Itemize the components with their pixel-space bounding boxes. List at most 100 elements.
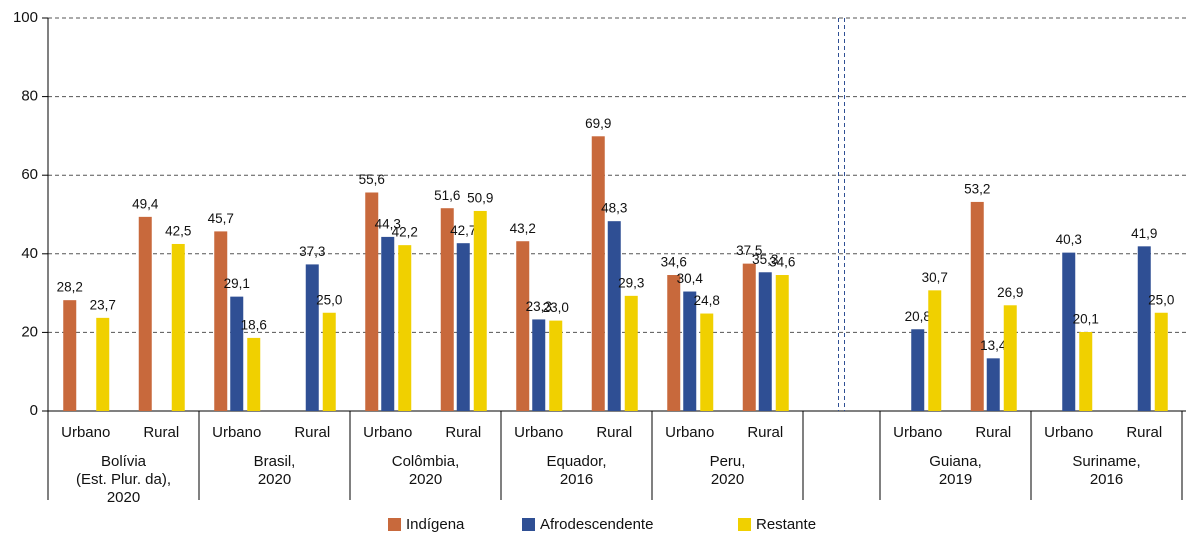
bar — [171, 243, 185, 411]
value-label: 50,9 — [467, 191, 493, 206]
value-label: 23,7 — [90, 297, 116, 312]
group-label: Equador, — [546, 453, 606, 470]
bar — [624, 295, 638, 411]
value-label: 23,0 — [543, 300, 569, 315]
value-label: 37,3 — [299, 244, 325, 259]
bar — [1003, 305, 1017, 411]
bar — [398, 245, 412, 411]
bar — [1062, 252, 1076, 411]
value-label: 29,3 — [618, 275, 644, 290]
y-tick-label: 60 — [21, 166, 38, 183]
group-label: 2020 — [107, 489, 140, 506]
value-label: 41,9 — [1131, 226, 1157, 241]
bar — [440, 208, 454, 411]
value-label: 42,2 — [392, 225, 418, 240]
bar — [986, 358, 1000, 411]
x-tick-label: Urbano — [893, 424, 942, 441]
x-tick-label: Rural — [975, 424, 1011, 441]
y-tick-label: 100 — [13, 9, 38, 26]
bar — [473, 210, 487, 411]
bar — [700, 313, 714, 411]
value-label: 29,1 — [224, 276, 250, 291]
bar — [591, 136, 605, 411]
bar — [667, 275, 681, 411]
value-label: 20,1 — [1073, 312, 1099, 327]
x-tick-label: Rural — [596, 424, 632, 441]
group-label: 2016 — [1090, 471, 1123, 488]
group-label: 2020 — [258, 471, 291, 488]
bar — [63, 300, 77, 411]
value-label: 53,2 — [964, 181, 990, 196]
bar — [138, 216, 152, 411]
bar — [365, 192, 379, 411]
value-label: 37,5 — [736, 243, 762, 258]
value-label: 28,2 — [57, 280, 83, 295]
group-label: Bolívia — [101, 453, 147, 470]
x-tick-label: Urbano — [363, 424, 412, 441]
legend-label: Restante — [756, 516, 816, 533]
value-label: 24,8 — [694, 293, 720, 308]
bar — [928, 290, 942, 411]
value-label: 25,0 — [316, 292, 342, 307]
value-label: 25,0 — [1148, 292, 1174, 307]
group-label: 2016 — [560, 471, 593, 488]
bar — [758, 272, 772, 411]
legend-swatch — [738, 518, 751, 531]
bar — [1079, 332, 1093, 411]
bar — [911, 329, 925, 411]
x-tick-label: Rural — [143, 424, 179, 441]
group-label: 2020 — [711, 471, 744, 488]
bar — [96, 317, 110, 411]
bar — [456, 243, 470, 411]
value-label: 30,4 — [677, 271, 704, 286]
group-label: Colômbia, — [392, 453, 460, 470]
bar — [247, 337, 261, 411]
value-label: 26,9 — [997, 285, 1023, 300]
legend-label: Afrodescendente — [540, 516, 653, 533]
bar — [516, 241, 530, 411]
x-tick-label: Urbano — [514, 424, 563, 441]
bar — [607, 221, 621, 411]
x-tick-label: Rural — [1126, 424, 1162, 441]
value-label: 30,7 — [922, 270, 948, 285]
bar — [214, 231, 228, 411]
y-tick-label: 40 — [21, 245, 38, 262]
value-label: 45,7 — [208, 211, 234, 226]
x-tick-label: Rural — [445, 424, 481, 441]
x-tick-label: Urbano — [1044, 424, 1093, 441]
value-label: 43,2 — [510, 221, 536, 236]
bar — [322, 312, 336, 411]
value-label: 13,4 — [980, 338, 1007, 353]
bar — [230, 296, 244, 411]
bar — [549, 320, 563, 411]
bar — [775, 275, 789, 411]
value-label: 18,6 — [241, 317, 267, 332]
group-label: Brasil, — [254, 453, 296, 470]
value-label: 42,5 — [165, 224, 191, 239]
group-label: 2020 — [409, 471, 442, 488]
group-label: Peru, — [710, 453, 746, 470]
y-tick-label: 0 — [30, 402, 38, 419]
legend-label: Indígena — [406, 516, 465, 533]
legend-swatch — [388, 518, 401, 531]
bar — [305, 264, 319, 411]
group-label: Suriname, — [1072, 453, 1140, 470]
bar — [1154, 312, 1168, 411]
value-label: 35,3 — [752, 252, 778, 267]
x-tick-label: Urbano — [212, 424, 261, 441]
bar — [742, 263, 756, 411]
bar — [1137, 246, 1151, 411]
value-label: 40,3 — [1056, 232, 1082, 247]
value-label: 55,6 — [359, 172, 385, 187]
value-label: 69,9 — [585, 116, 611, 131]
bar — [532, 319, 546, 411]
value-label: 20,8 — [905, 309, 931, 324]
value-label: 34,6 — [769, 255, 795, 270]
value-label: 44,3 — [375, 216, 401, 231]
bar — [381, 236, 395, 411]
group-label: Guiana, — [929, 453, 982, 470]
x-tick-label: Rural — [294, 424, 330, 441]
x-tick-label: Rural — [747, 424, 783, 441]
value-label: 42,7 — [450, 223, 476, 238]
